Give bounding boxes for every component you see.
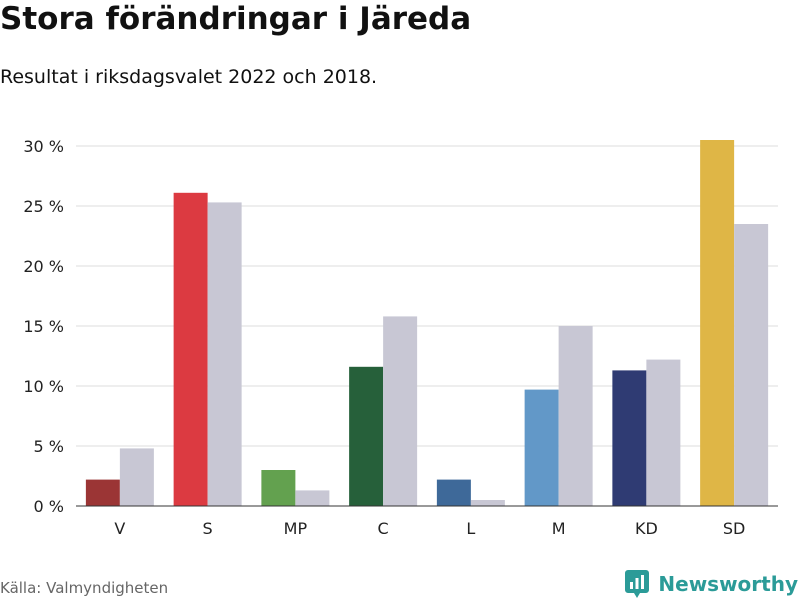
y-tick-label: 25 % <box>23 197 64 216</box>
y-tick-label: 15 % <box>23 317 64 336</box>
x-tick-label: L <box>466 519 475 538</box>
x-tick-label: V <box>114 519 125 538</box>
y-tick-label: 10 % <box>23 377 64 396</box>
chart-subtitle: Resultat i riksdagsvalet 2022 och 2018. <box>0 66 378 88</box>
bars <box>85 140 769 507</box>
bar-chart-logo-icon <box>625 570 650 598</box>
bar-2022-l <box>436 479 471 506</box>
x-tick-label: C <box>378 519 389 538</box>
bar-2022-sd <box>700 140 735 506</box>
bar-2022-m <box>524 389 559 506</box>
y-tick-label: 20 % <box>23 257 64 276</box>
bar-2022-v <box>85 479 120 506</box>
bar-2018-l <box>470 500 505 506</box>
source-note: Källa: Valmyndigheten <box>0 579 169 597</box>
bar-2018-c <box>383 316 418 506</box>
brand-name: Newsworthy <box>658 572 798 596</box>
y-tick-label: 0 % <box>34 497 64 516</box>
bar-2018-s <box>207 202 242 506</box>
bar-2022-mp <box>261 470 296 506</box>
bar-2018-sd <box>734 224 769 506</box>
bar-2018-v <box>119 448 154 506</box>
bar-2018-kd <box>646 359 681 506</box>
x-tick-label: MP <box>284 519 308 538</box>
brand-logo: Newsworthy <box>624 568 798 600</box>
chart-title: Stora förändringar i Järeda <box>0 1 472 37</box>
x-tick-label: M <box>552 519 566 538</box>
bar-2018-mp <box>295 490 330 506</box>
y-tick-label: 5 % <box>34 437 64 456</box>
bar-2022-c <box>349 366 384 506</box>
bar-chart: 0 % 5 % 10 % 15 % 20 % 25 % 30 % V S MP C L M KD SD <box>23 137 778 538</box>
x-tick-label: KD <box>635 519 658 538</box>
bar-2022-s <box>173 192 208 507</box>
bar-2018-m <box>558 326 593 506</box>
x-tick-label: S <box>203 519 213 538</box>
bar-2022-kd <box>612 370 647 506</box>
y-tick-label: 30 % <box>23 137 64 156</box>
y-axis-tick-labels: 0 % 5 % 10 % 15 % 20 % 25 % 30 % <box>23 137 64 516</box>
x-axis-tick-labels: V S MP C L M KD SD <box>114 519 745 538</box>
x-tick-label: SD <box>723 519 745 538</box>
